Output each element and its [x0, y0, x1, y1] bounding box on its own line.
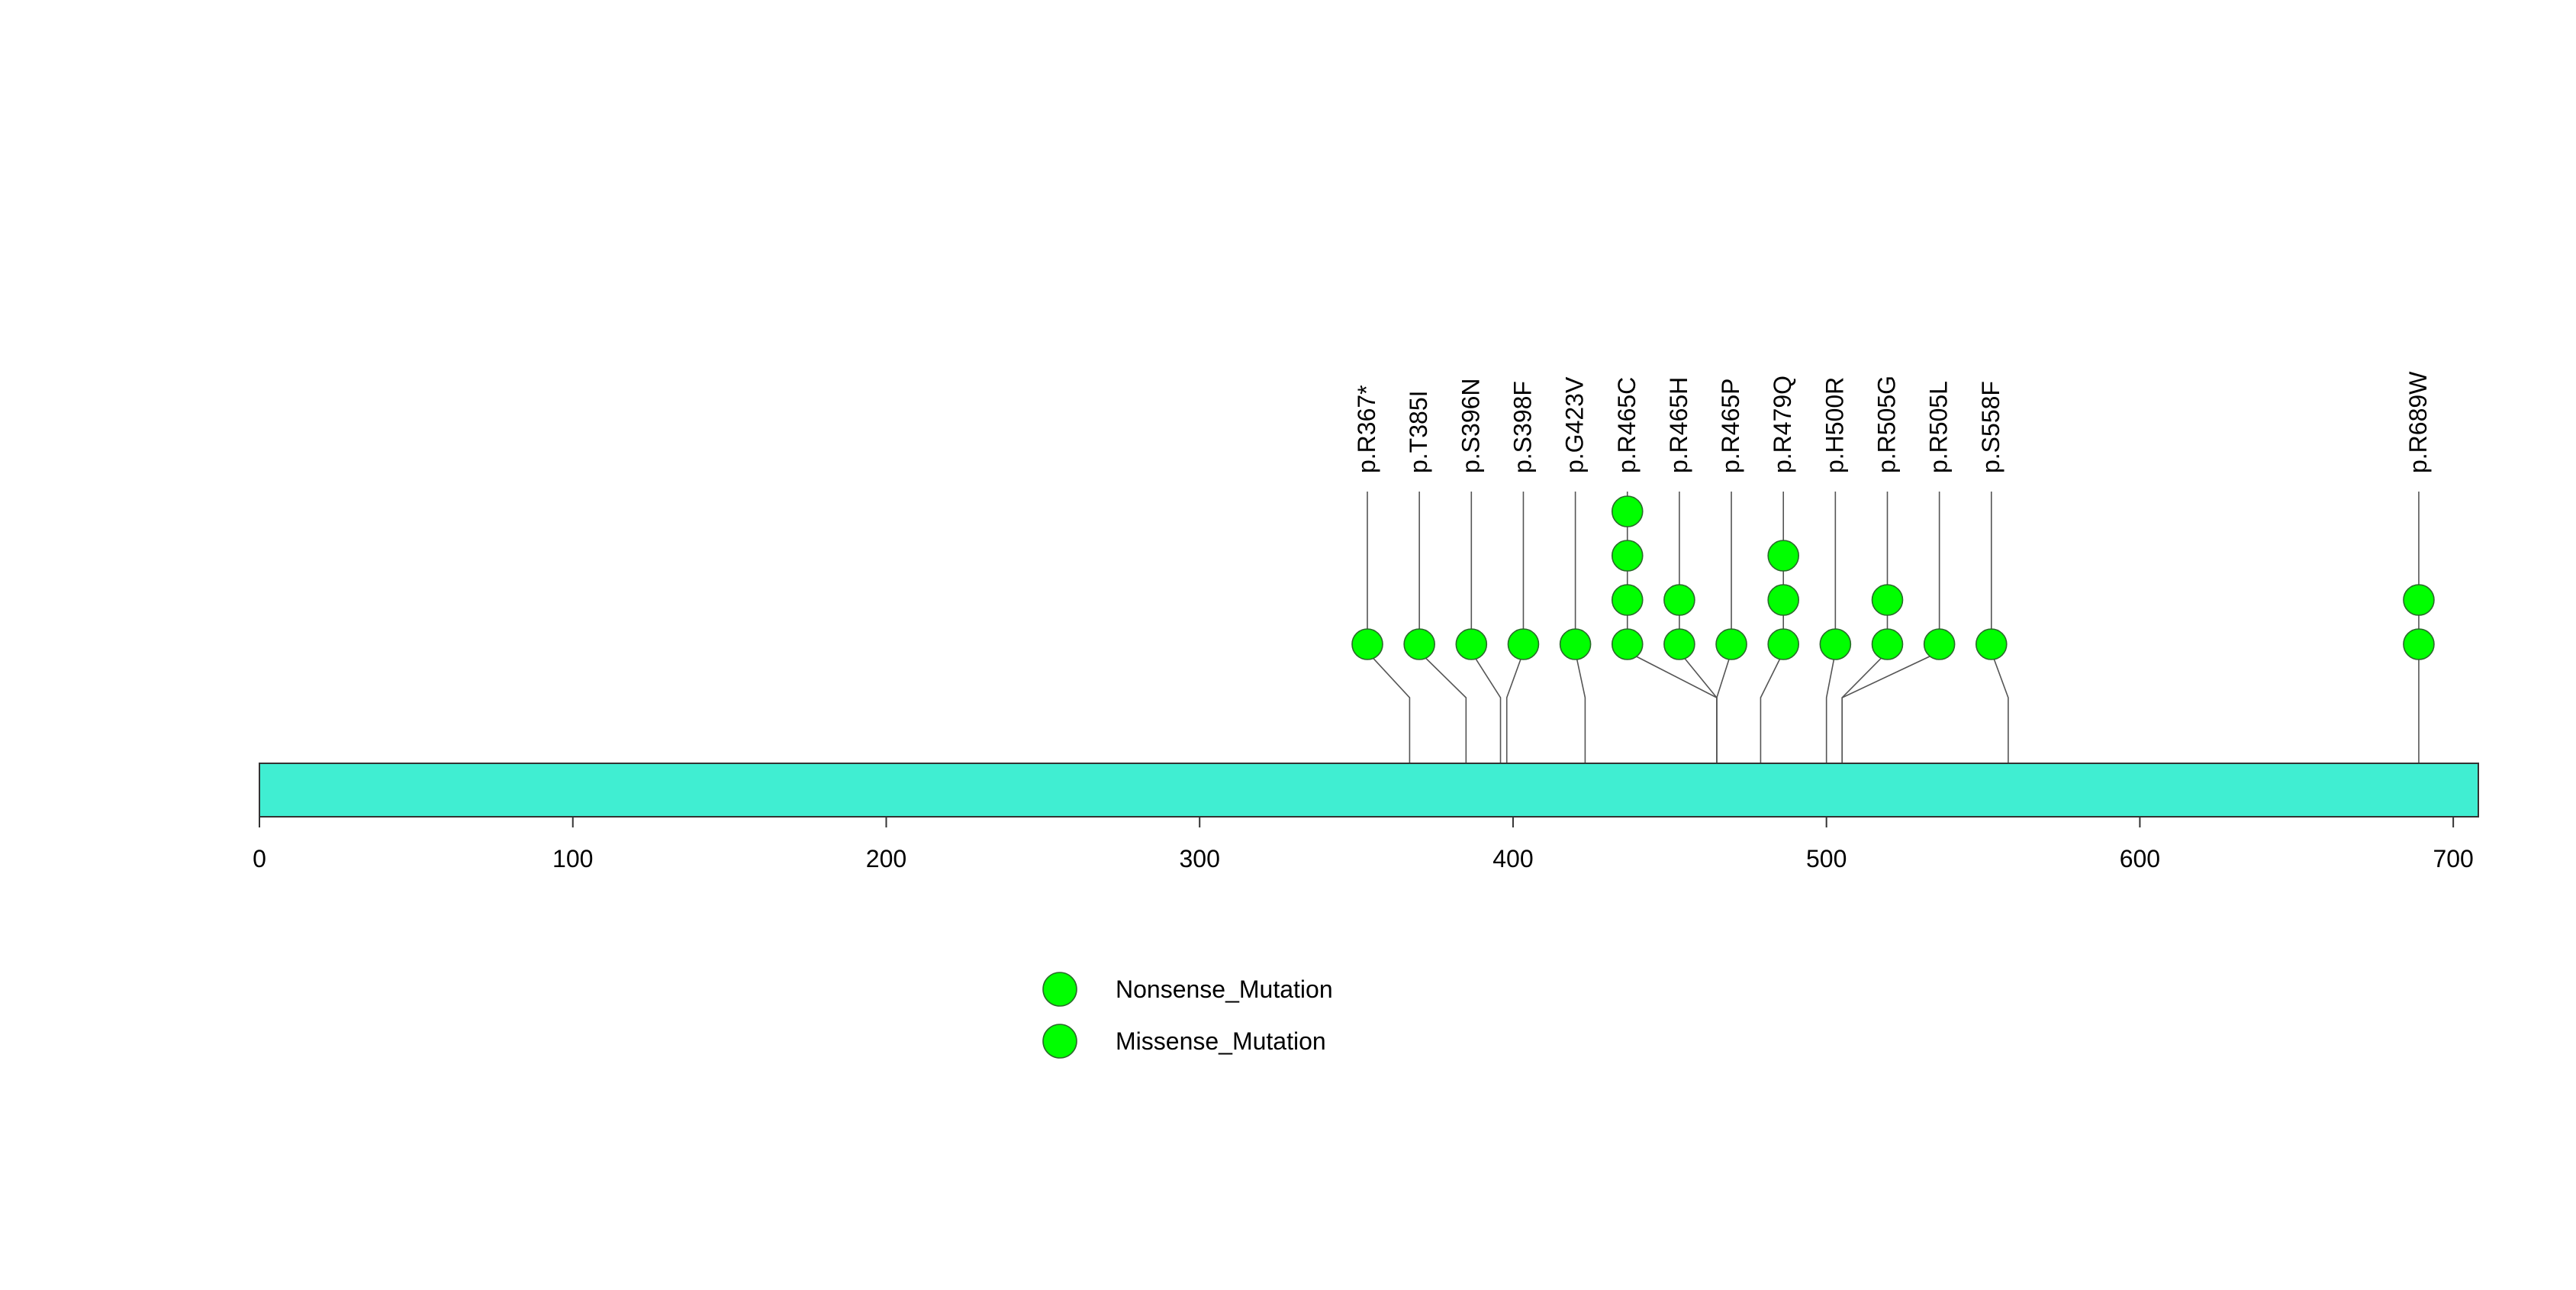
- mutation-stem: [1716, 492, 1732, 817]
- mutation-point: [1975, 628, 2008, 660]
- mutation-stem: [1574, 492, 1586, 817]
- mutation-point: [1871, 628, 1904, 660]
- mutation-point: [1767, 540, 1799, 572]
- mutation-stem: [1418, 492, 1467, 817]
- mutation-stem: [1841, 492, 1940, 817]
- mutation-label: p.R505L: [1925, 381, 1953, 473]
- legend-label: Nonsense_Mutation: [1116, 976, 1333, 1003]
- mutation-point: [2403, 584, 2435, 616]
- mutation-point: [1923, 628, 1956, 660]
- mutation-stem: [1505, 492, 1525, 817]
- mutation-label: p.R689W: [2404, 371, 2432, 473]
- mutation-stem: [1760, 492, 1784, 817]
- mutation-point: [1871, 584, 1904, 616]
- mutation-label: p.T385I: [1405, 390, 1432, 473]
- mutation-point: [1663, 628, 1695, 660]
- mutation-point: [1455, 628, 1488, 660]
- x-tick-label: 500: [1806, 845, 1847, 872]
- mutation-label: p.R465C: [1613, 377, 1641, 473]
- x-tick-label: 700: [2433, 845, 2473, 872]
- mutation-point: [1819, 628, 1852, 660]
- mutation-label: p.R505G: [1873, 376, 1901, 473]
- legend-marker: [1042, 972, 1077, 1007]
- mutation-stem: [1991, 492, 2009, 817]
- mutation-label: p.S558F: [1977, 381, 2004, 473]
- x-tick-label: 600: [2120, 845, 2160, 872]
- mutation-point: [1663, 584, 1695, 616]
- mutation-stem: [1367, 492, 1411, 817]
- legend-marker: [1042, 1024, 1077, 1059]
- x-tick-label: 100: [552, 845, 593, 872]
- mutation-point: [1611, 495, 1644, 527]
- mutation-point: [1559, 628, 1592, 660]
- mutation-stem: [1825, 492, 1837, 817]
- connector-layer: [1367, 492, 2420, 817]
- protein-bar: [259, 763, 2479, 818]
- mutation-point: [1715, 628, 1747, 660]
- mutation-label: p.R465H: [1665, 377, 1692, 473]
- x-tick-label: 300: [1180, 845, 1220, 872]
- mutation-point: [1507, 628, 1540, 660]
- mutation-point: [1611, 628, 1644, 660]
- legend: Nonsense_Mutation Missense_Mutation: [1042, 972, 1333, 1059]
- mutation-label: p.S398F: [1509, 381, 1536, 473]
- mutation-label: p.S396N: [1457, 378, 1484, 473]
- legend-label: Missense_Mutation: [1116, 1027, 1326, 1055]
- x-tick-label: 0: [253, 845, 266, 872]
- x-tick-label: 400: [1492, 845, 1533, 872]
- mutation-point: [1767, 584, 1799, 616]
- x-tick-label: 200: [866, 845, 906, 872]
- mutation-label: p.G423V: [1561, 376, 1589, 473]
- x-axis: 0 100 200 300 400 500 600 700: [253, 817, 2474, 872]
- mutation-point: [1351, 628, 1383, 660]
- mutation-point: [1767, 628, 1799, 660]
- mutation-label: p.H500R: [1821, 377, 1848, 473]
- mutation-label: p.R367*: [1353, 385, 1380, 473]
- mutation-point: [1403, 628, 1435, 660]
- mutation-point: [1611, 584, 1644, 616]
- mutation-point: [1611, 540, 1644, 572]
- mutation-label: p.R479Q: [1769, 376, 1796, 473]
- mutation-circle-layer: [1351, 495, 2435, 660]
- mutation-stem: [1470, 492, 1502, 817]
- mutation-point: [2403, 628, 2435, 660]
- mutation-label: p.R465P: [1717, 378, 1744, 473]
- mutation-label-layer: p.R367* p.T385I p.S396N p.S398F p.G423V p.R46…: [1353, 371, 2432, 473]
